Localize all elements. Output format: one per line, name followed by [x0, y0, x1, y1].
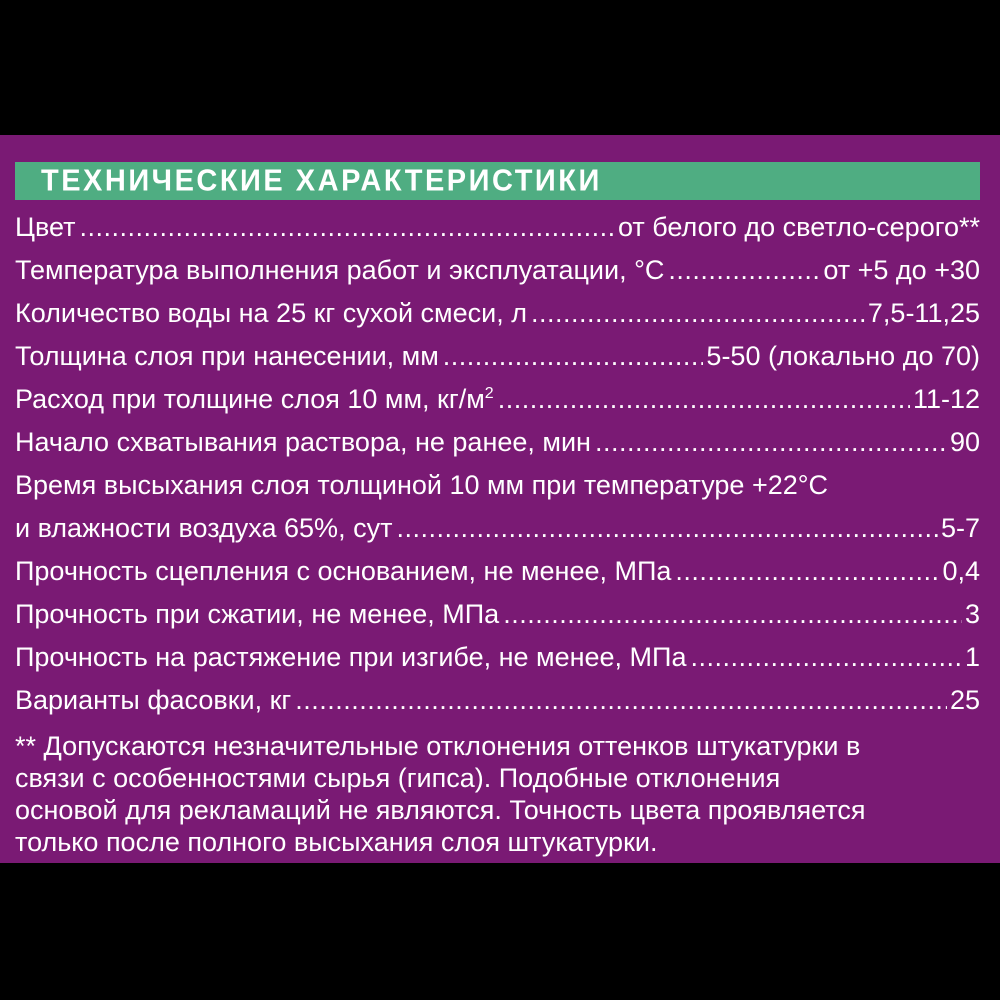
footnote-text: ** Допускаются незначительные отклонения… — [15, 731, 866, 857]
spec-value: 7,5-11,25 — [867, 298, 980, 328]
spec-label: Расход при толщине слоя 10 мм, кг/м2 — [15, 384, 494, 414]
spec-label: Температура выполнения работ и эксплуата… — [15, 255, 665, 285]
spec-row: и влажности воздуха 65%, сут............… — [15, 507, 980, 550]
spec-label: Количество воды на 25 кг сухой смеси, л — [15, 298, 527, 328]
spec-row: Время высыхания слоя толщиной 10 мм при … — [15, 464, 980, 507]
leader-dots: ........................................… — [79, 212, 615, 242]
spec-value: 11-12 — [912, 384, 980, 414]
spec-label: Прочность на растяжение при изгибе, не м… — [15, 642, 687, 672]
leader-dots: ........................................… — [497, 384, 910, 414]
leader-dots: ........................................… — [690, 642, 962, 672]
spec-value: 5-50 (локально до 70) — [706, 341, 980, 371]
spec-value: от +5 до +30 — [823, 255, 980, 285]
spec-row: Цвет....................................… — [15, 206, 980, 249]
spec-row: Толщина слоя при нанесении, мм..........… — [15, 335, 980, 378]
spec-value: 1 — [964, 642, 980, 672]
spec-label: Начало схватывания раствора, не ранее, м… — [15, 427, 591, 457]
spec-list: Цвет....................................… — [15, 206, 980, 722]
leader-dots: ........................................… — [668, 255, 821, 285]
spec-value: 0,4 — [942, 556, 980, 586]
spec-label: Прочность сцепления с основанием, не мен… — [15, 556, 672, 586]
spec-value: 90 — [949, 427, 980, 457]
spec-panel: ТЕХНИЧЕСКИЕ ХАРАКТЕРИСТИКИ Цвет.........… — [0, 135, 1000, 863]
spec-row: Температура выполнения работ и эксплуата… — [15, 249, 980, 292]
spec-value: 3 — [964, 599, 980, 629]
leader-dots: ........................................… — [530, 298, 865, 328]
spec-label: Толщина слоя при нанесении, мм — [15, 341, 439, 371]
leader-dots: ........................................… — [396, 513, 938, 543]
spec-label: Время высыхания слоя толщиной 10 мм при … — [15, 470, 829, 500]
spec-label: Прочность при сжатии, не менее, МПа — [15, 599, 500, 629]
spec-row: Количество воды на 25 кг сухой смеси, л.… — [15, 292, 980, 335]
spec-row: Начало схватывания раствора, не ранее, м… — [15, 421, 980, 464]
section-title: ТЕХНИЧЕСКИЕ ХАРАКТЕРИСТИКИ — [41, 163, 602, 198]
leader-dots: ........................................… — [295, 685, 947, 715]
spec-row: Прочность сцепления с основанием, не мен… — [15, 550, 980, 593]
spec-label: Цвет — [15, 212, 76, 242]
leader-dots: ........................................… — [503, 599, 962, 629]
spec-value: от белого до светло-серого** — [617, 212, 980, 242]
section-header-bar: ТЕХНИЧЕСКИЕ ХАРАКТЕРИСТИКИ — [15, 162, 980, 200]
spec-value: 5-7 — [940, 513, 980, 543]
leader-dots: ........................................… — [442, 341, 704, 371]
spec-label: Варианты фасовки, кг — [15, 685, 292, 715]
leader-dots: ........................................… — [675, 556, 940, 586]
superscript-2: 2 — [484, 385, 494, 402]
spec-row: Прочность при сжатии, не менее, МПа.....… — [15, 593, 980, 636]
spec-value: 25 — [949, 685, 980, 715]
leader-dots: ........................................… — [594, 427, 947, 457]
spec-row: Варианты фасовки, кг....................… — [15, 679, 980, 722]
spec-label: и влажности воздуха 65%, сут — [15, 513, 393, 543]
spec-row: Расход при толщине слоя 10 мм, кг/м2....… — [15, 378, 980, 421]
spec-row: Прочность на растяжение при изгибе, не м… — [15, 636, 980, 679]
